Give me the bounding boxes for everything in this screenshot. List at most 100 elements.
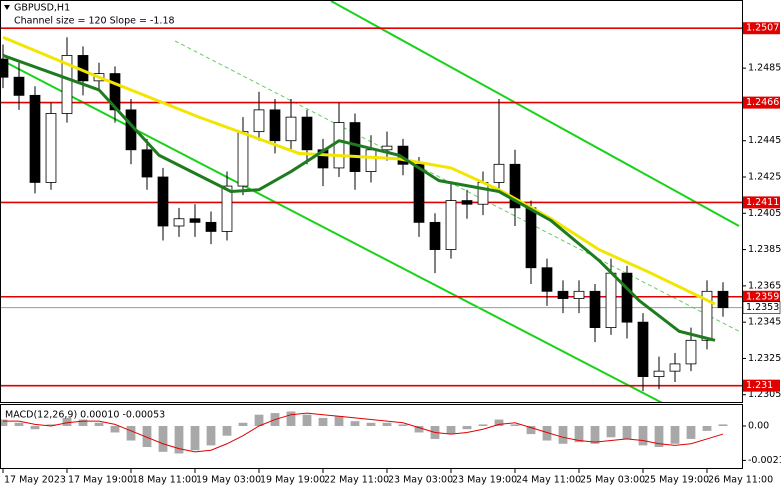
x-tick-label: 19 May 03:00: [196, 475, 261, 486]
macd-title: MACD(12,26,9) 0.00010 -0.00053: [5, 410, 165, 421]
channel-line: [174, 40, 740, 332]
macd-bar: [478, 424, 488, 426]
y-tick-label: 1.2345: [748, 317, 781, 328]
macd-bar: [78, 419, 88, 426]
x-tick-label: 19 May 19:00: [260, 475, 325, 486]
macd-bar: [206, 426, 216, 446]
macd-bar: [238, 422, 248, 426]
candle-body: [141, 149, 153, 178]
macd-bar: [606, 426, 616, 438]
macd-bar: [142, 426, 152, 447]
macd-bar: [254, 414, 264, 426]
candle-body: [269, 109, 281, 142]
candle-body: [701, 290, 713, 341]
macd-bar: [222, 426, 232, 436]
x-tick-label: 24 May 11:00: [516, 475, 581, 486]
candle-body: [173, 218, 185, 227]
last-price-label: 1.2353: [746, 302, 779, 313]
macd-bar: [382, 422, 392, 426]
macd-bar: [350, 421, 360, 426]
macd-frame: [0, 404, 743, 469]
candle-body: [1, 58, 9, 78]
moving-average: [2, 35, 716, 306]
candle-body: [509, 163, 521, 209]
candle-body: [445, 200, 457, 250]
macd-bar: [654, 426, 664, 447]
candle-body: [381, 145, 393, 151]
candle-body: [205, 221, 217, 232]
macd-bar: [558, 426, 568, 444]
macd-bar: [14, 422, 24, 426]
macd-bar: [590, 426, 600, 444]
candle-body: [61, 55, 73, 114]
macd-bar: [110, 426, 120, 433]
candle-body: [109, 73, 121, 111]
candle-body: [157, 176, 169, 227]
macd-bar: [1, 419, 8, 426]
macd-bar: [94, 422, 104, 426]
axes: 1.24851.24451.24251.24051.23851.23651.23…: [2, 22, 781, 486]
macd-bar: [702, 426, 712, 431]
y-tick-label: 1.2365: [748, 280, 781, 291]
candle-body: [189, 218, 201, 223]
macd-bar: [510, 424, 520, 426]
macd-bar: [462, 426, 472, 430]
x-tick-label: 26 May 11:00: [708, 475, 773, 486]
macd-bar: [158, 426, 168, 452]
macd-bar: [686, 426, 696, 439]
macd-bar: [46, 424, 56, 426]
macd-bar: [414, 426, 424, 433]
macd-bar: [334, 416, 344, 426]
macd-bar: [542, 426, 552, 441]
candle-body: [685, 339, 697, 365]
level-label: 1.2466: [746, 97, 779, 108]
candle-body: [221, 185, 233, 232]
x-tick-label: 18 May 11:00: [132, 475, 197, 486]
level-label: 1.2507: [746, 23, 779, 34]
candle-body: [541, 267, 553, 292]
macd-bar: [670, 426, 680, 444]
level-label-box: [743, 96, 780, 109]
x-tick-label: 25 May 03:00: [580, 475, 645, 486]
macd-bar: [366, 422, 376, 426]
candle-body: [333, 122, 345, 169]
candle-body: [301, 116, 313, 151]
macd-bar: [62, 417, 72, 426]
candle-body: [717, 290, 729, 309]
macd-bar: [302, 414, 312, 426]
level-label-box: [743, 290, 780, 303]
channel-line: [330, 1, 740, 227]
level-label: 1.2359: [746, 291, 779, 302]
macd-bar: [446, 426, 456, 435]
candle-body: [653, 370, 665, 377]
y-tick-label: 1.2445: [748, 135, 781, 146]
level-label: 1.231: [746, 380, 773, 391]
candle-body: [589, 290, 601, 329]
macd-bar: [30, 426, 40, 430]
candle-body: [493, 163, 505, 183]
macd-bar: [638, 426, 648, 446]
macd-bar: [718, 424, 728, 426]
candle-body: [285, 116, 297, 142]
candle-body: [45, 113, 57, 183]
signal-line: [3, 412, 724, 453]
y-tick-label: 1.2325: [748, 353, 781, 364]
price-frame: [0, 0, 743, 403]
candle-body: [637, 321, 649, 377]
x-tick-label: 23 May 03:00: [388, 475, 453, 486]
candle-body: [477, 182, 489, 205]
moving-average: [2, 54, 716, 342]
macd-bar: [318, 417, 328, 426]
y-tick-label: 1.2385: [748, 244, 781, 255]
candle-body: [413, 163, 425, 223]
macd-bar: [174, 426, 184, 454]
y-tick-label: 0.00: [748, 421, 769, 432]
macd-bar: [398, 424, 408, 426]
y-tick-label: 1.2405: [748, 208, 781, 219]
candle-body: [605, 272, 617, 329]
x-tick-label: 23 May 19:00: [452, 475, 517, 486]
x-tick-label: 22 May 11:00: [324, 475, 389, 486]
macd-bar: [286, 411, 296, 426]
macd-bar: [190, 426, 200, 451]
